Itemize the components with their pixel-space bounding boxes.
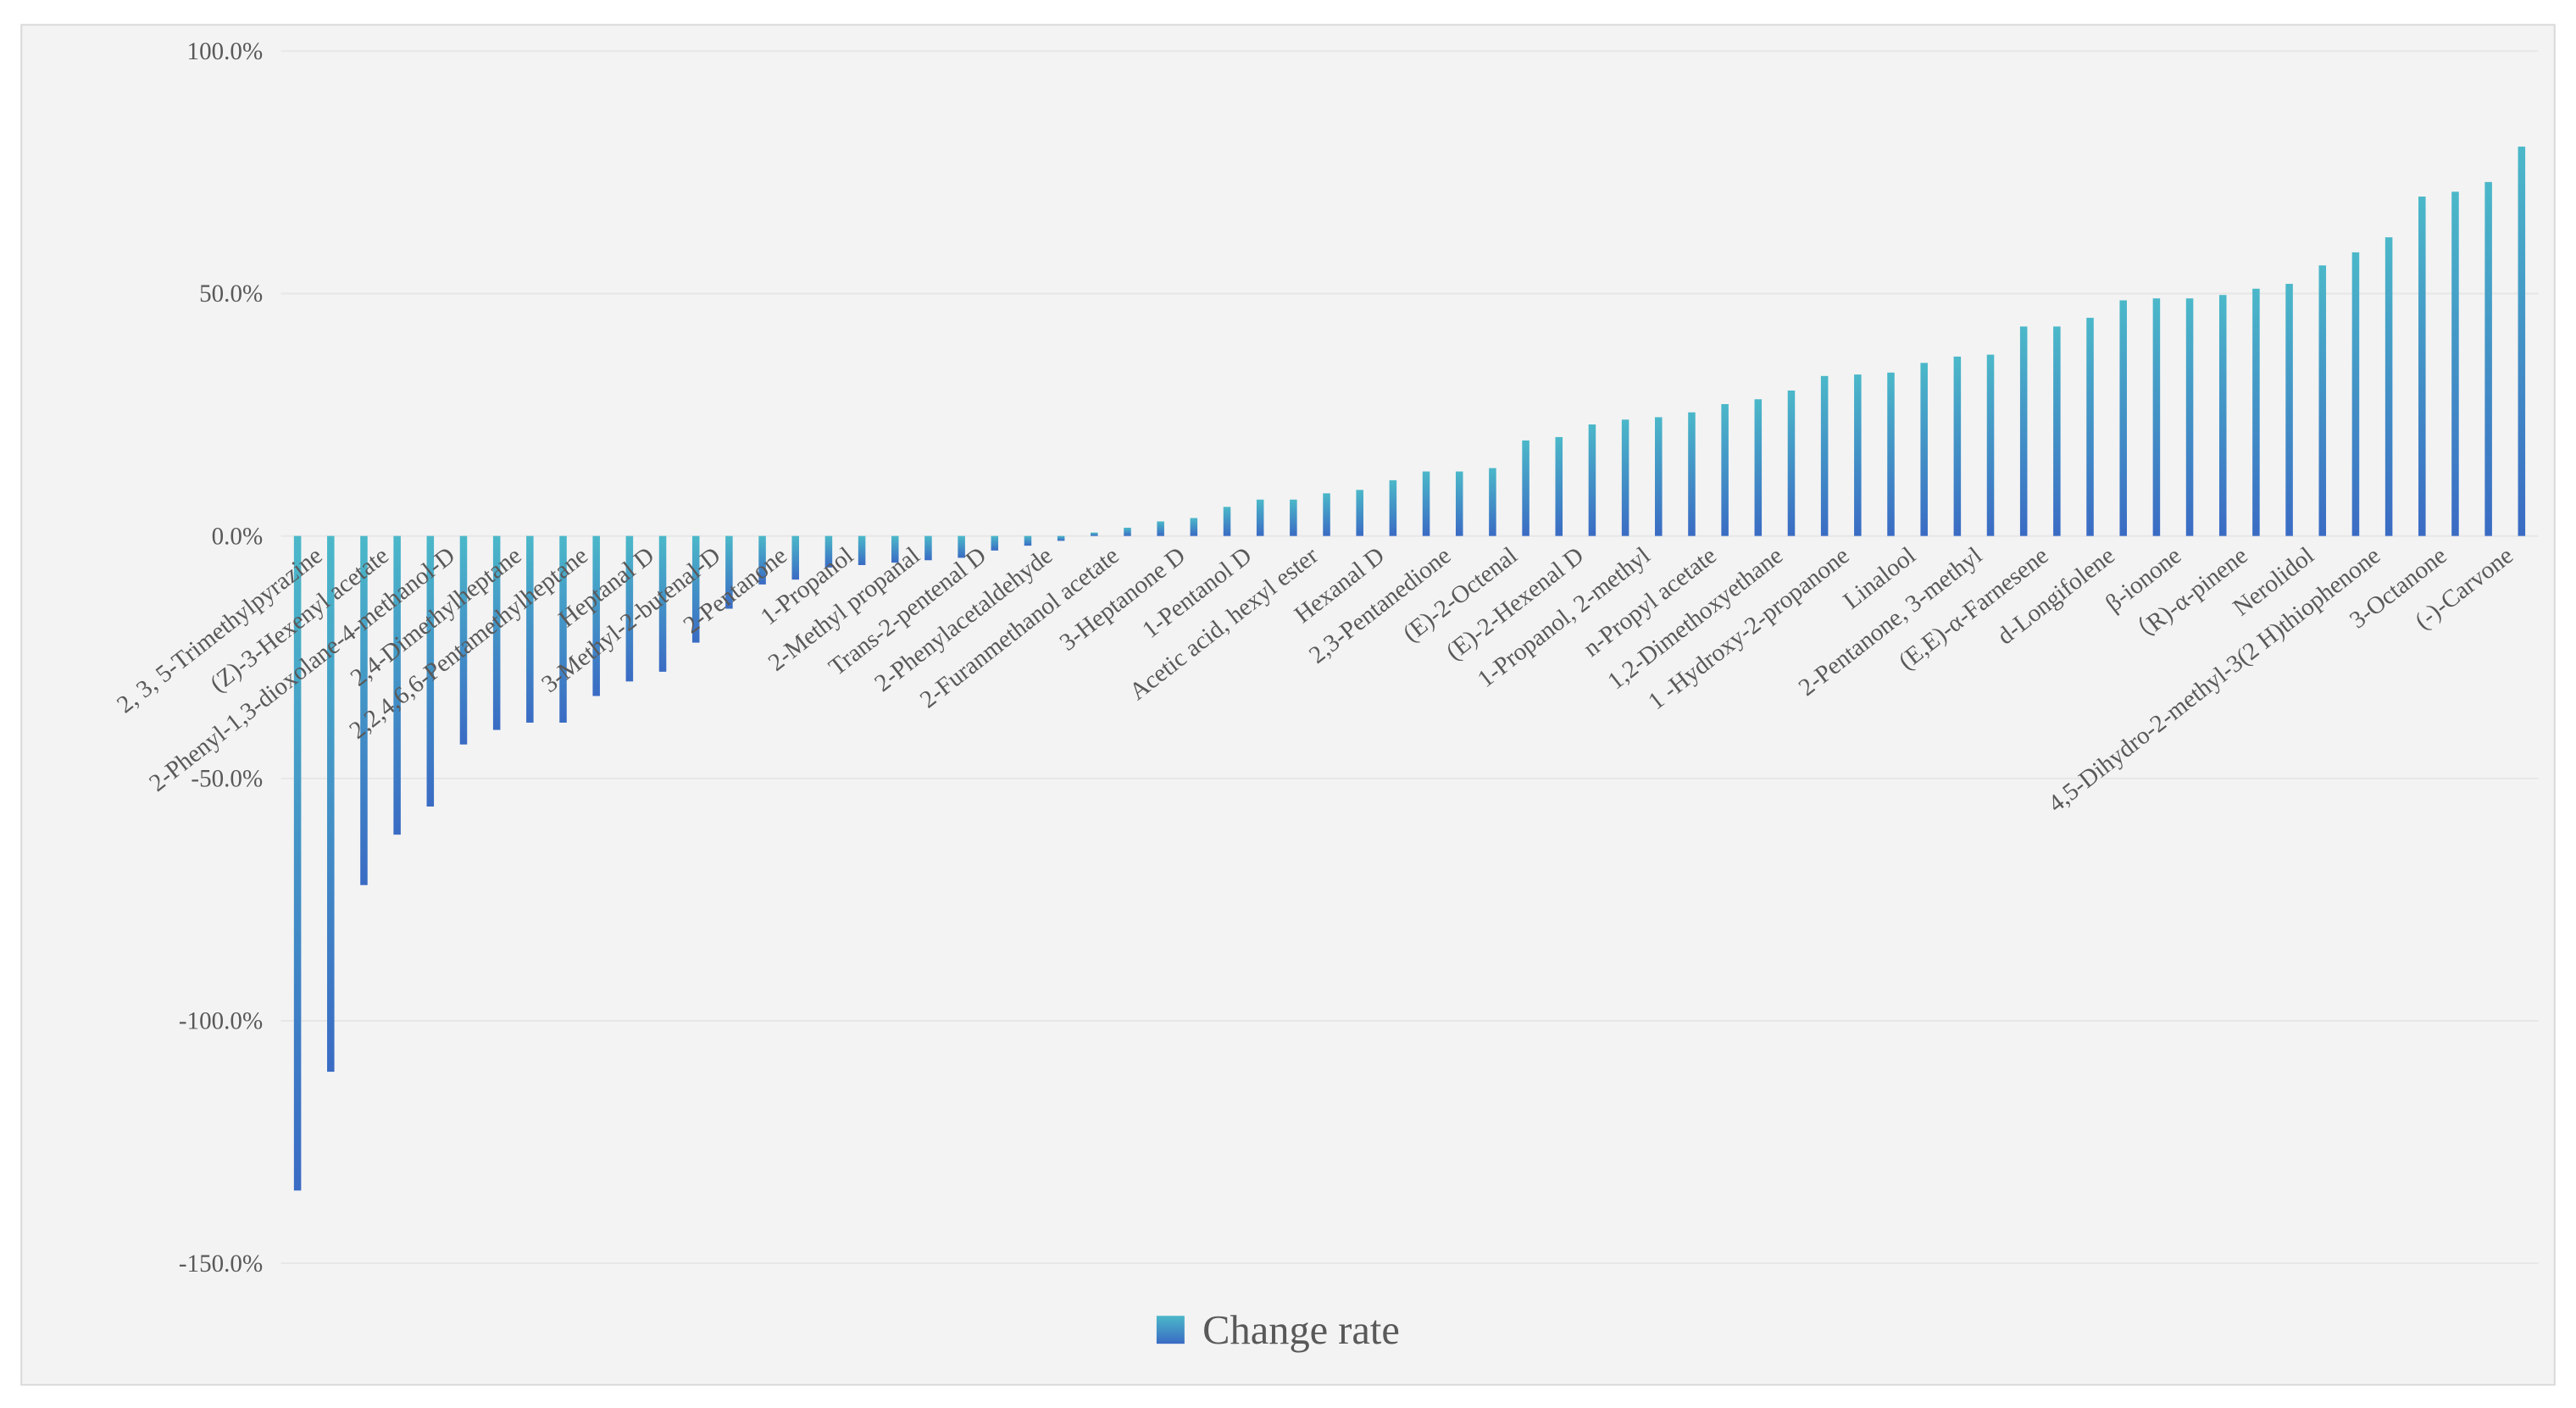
bar xyxy=(1389,479,1397,536)
bar xyxy=(2418,197,2426,536)
bar xyxy=(891,535,899,563)
bar xyxy=(1422,471,1430,536)
bar xyxy=(526,535,534,723)
bar xyxy=(1621,419,1629,536)
bar xyxy=(1721,403,1729,536)
bar xyxy=(327,535,335,1073)
bar xyxy=(1323,493,1330,536)
bar xyxy=(2019,326,2028,536)
y-tick-label: -50.0% xyxy=(191,766,263,793)
bar xyxy=(360,535,368,885)
bar xyxy=(1124,527,1131,536)
bar xyxy=(592,535,600,696)
bar xyxy=(2351,252,2360,536)
plot-panel xyxy=(20,24,2556,1386)
bar xyxy=(2518,147,2526,536)
bar xyxy=(758,535,766,585)
bar xyxy=(2318,265,2327,536)
bar xyxy=(1986,354,1995,536)
bar xyxy=(293,535,302,1191)
legend-swatch xyxy=(1156,1316,1185,1344)
bar xyxy=(1290,499,1297,536)
bar xyxy=(2484,181,2492,536)
bar xyxy=(2252,288,2260,536)
bar xyxy=(1223,507,1231,536)
bar xyxy=(1091,532,1098,536)
bar xyxy=(2218,295,2227,536)
y-tick-label: 100.0% xyxy=(187,38,264,65)
bar xyxy=(1688,412,1696,536)
bar xyxy=(824,535,833,568)
bar xyxy=(1356,490,1363,536)
bar xyxy=(1522,440,1530,536)
bar xyxy=(1953,356,1962,536)
bar xyxy=(1920,363,1928,536)
y-tick-label: -150.0% xyxy=(179,1250,263,1278)
bar xyxy=(2384,237,2393,536)
bar xyxy=(492,535,501,730)
bar xyxy=(1787,390,1796,536)
bar xyxy=(991,535,999,551)
y-tick-label: 0.0% xyxy=(212,523,264,550)
bar xyxy=(725,535,733,609)
bar xyxy=(1588,424,1596,536)
bar xyxy=(1820,375,1829,536)
bar xyxy=(426,535,435,807)
bar xyxy=(1057,535,1065,541)
bar xyxy=(924,535,932,561)
bar xyxy=(2185,298,2194,536)
bar xyxy=(1190,518,1198,536)
bar xyxy=(2053,326,2061,536)
bar xyxy=(2451,191,2459,536)
bar xyxy=(1754,399,1763,536)
bar xyxy=(2119,300,2127,536)
bar xyxy=(858,535,866,566)
bar xyxy=(1489,468,1496,536)
bar xyxy=(393,535,401,835)
bar xyxy=(658,535,667,672)
bar xyxy=(1887,372,1895,536)
bar xyxy=(459,535,468,745)
bar xyxy=(625,535,634,682)
y-tick-label: -100.0% xyxy=(179,1008,263,1035)
bar xyxy=(2285,284,2293,536)
bar xyxy=(791,535,800,580)
bar xyxy=(2086,318,2094,536)
y-tick-label: 50.0% xyxy=(199,280,263,308)
bar xyxy=(559,535,567,723)
bar xyxy=(2152,298,2161,536)
bar xyxy=(1555,436,1563,536)
legend-label: Change rate xyxy=(1202,1308,1400,1353)
bar xyxy=(1854,374,1862,536)
bar xyxy=(1655,417,1663,536)
bar xyxy=(1157,521,1164,536)
bar xyxy=(958,535,965,558)
bar xyxy=(691,535,700,643)
bar xyxy=(1455,471,1463,536)
bar xyxy=(1256,499,1264,536)
bar xyxy=(1024,535,1032,546)
